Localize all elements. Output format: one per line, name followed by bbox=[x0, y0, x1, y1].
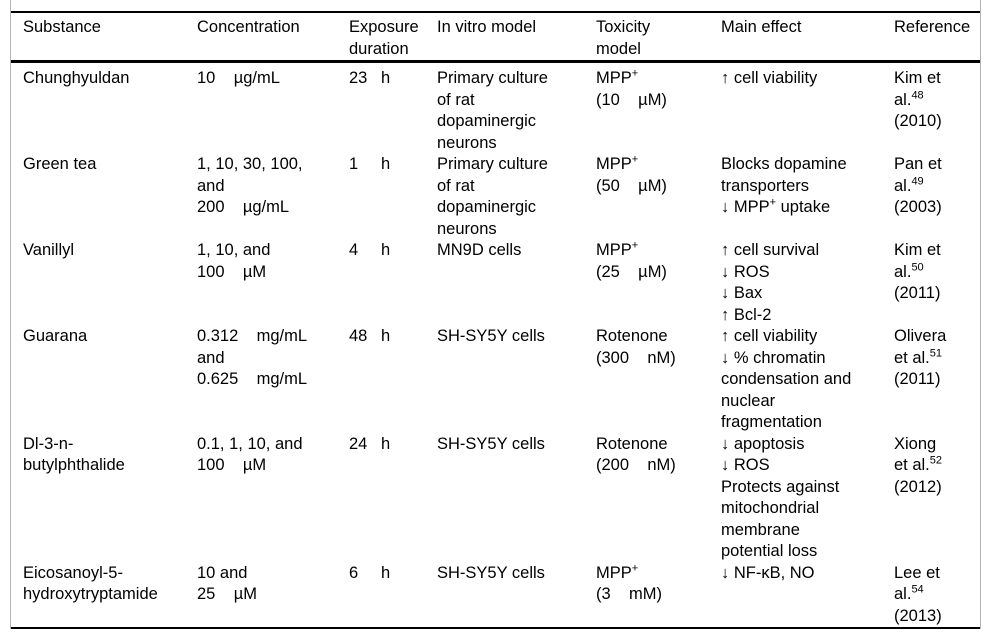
cell-in-vitro-model: SH-SY5Y cells bbox=[437, 563, 545, 582]
cell-reference: Kim et al.48 (2010) bbox=[894, 69, 942, 130]
table-row: Guarana 0.312 mg/mL and 0.625 mg/mL 48 h … bbox=[11, 326, 980, 434]
cell-main-effect: ↓ apoptosis ↓ ROS Protects against mitoc… bbox=[721, 434, 840, 561]
table-row: Eicosanoyl-5- hydroxytryptamide 10 and 2… bbox=[11, 563, 980, 629]
table-row: Green tea 1, 10, 30, 100, and 200 µg/mL … bbox=[11, 154, 980, 240]
cell-reference: Xiong et al.52 (2012) bbox=[894, 434, 943, 496]
duration-value: 48 bbox=[349, 327, 368, 345]
duration-value: 6 bbox=[349, 563, 359, 582]
cell-substance: Guarana bbox=[23, 327, 88, 345]
cell-exposure-duration: 23 h bbox=[337, 62, 425, 155]
column-header-concentration: Concentration bbox=[185, 12, 337, 63]
cell-reference: Lee et al.54 (2013) bbox=[894, 563, 942, 625]
duration-unit: h bbox=[381, 69, 391, 87]
cell-toxicity-model: MPP+ (25 µM) bbox=[596, 239, 667, 281]
cell-substance: Eicosanoyl-5- hydroxytryptamide bbox=[23, 563, 158, 604]
duration-value: 24 bbox=[349, 434, 368, 453]
cell-exposure-duration: 48 h bbox=[337, 326, 425, 434]
column-header-in-vitro-model: In vitro model bbox=[425, 12, 584, 63]
cell-reference: Pan et al.49 (2003) bbox=[894, 155, 942, 216]
cell-toxicity-model: Rotenone (300 nM) bbox=[596, 327, 676, 367]
cell-toxicity-model: MPP+ (3 mM) bbox=[596, 562, 662, 604]
cell-reference: Kim et al.50 (2011) bbox=[894, 241, 941, 302]
column-header-reference: Reference bbox=[882, 12, 980, 63]
cell-reference: Olivera et al.51 (2011) bbox=[894, 327, 947, 388]
cell-substance: Green tea bbox=[23, 155, 97, 173]
table-row: Chunghyuldan 10 µg/mL 23 h Primary cultur… bbox=[11, 62, 980, 155]
column-header-exposure-duration: Exposure duration bbox=[337, 12, 425, 63]
duration-unit: h bbox=[381, 155, 391, 173]
cell-toxicity-model: MPP+ (10 µM) bbox=[596, 67, 667, 109]
duration-value: 1 bbox=[349, 155, 359, 173]
duration-value: 23 bbox=[349, 69, 368, 87]
cell-exposure-duration: 24 h bbox=[337, 434, 425, 563]
cell-main-effect: ↓ NF-κB, NO bbox=[721, 563, 815, 582]
cell-in-vitro-model: SH-SY5Y cells bbox=[437, 434, 545, 453]
cell-in-vitro-model: MN9D cells bbox=[437, 241, 522, 259]
cell-concentration: 0.1, 1, 10, and 100 µM bbox=[197, 434, 303, 475]
column-header-substance: Substance bbox=[11, 12, 185, 63]
cell-in-vitro-model: SH-SY5Y cells bbox=[437, 327, 545, 345]
cell-substance: Dl-3-n- butylphthalide bbox=[23, 434, 125, 475]
duration-unit: h bbox=[381, 327, 391, 345]
table-container: Substance Concentration Exposure duratio… bbox=[10, 0, 981, 629]
table-row: Dl-3-n- butylphthalide 0.1, 1, 10, and 1… bbox=[11, 434, 980, 563]
column-header-toxicity-model: Toxicity model bbox=[584, 12, 709, 63]
duration-value: 4 bbox=[349, 241, 359, 259]
cell-toxicity-model: MPP+ (50 µM) bbox=[596, 153, 667, 195]
cell-substance: Vanillyl bbox=[23, 241, 75, 259]
cell-main-effect: Blocks dopamine transporters ↓ MPP+ upta… bbox=[721, 155, 847, 216]
cell-in-vitro-model: Primary culture of rat dopaminergic neur… bbox=[437, 69, 548, 152]
duration-unit: h bbox=[381, 241, 391, 259]
cell-main-effect: ↑ cell viability bbox=[721, 69, 818, 87]
cell-concentration: 1, 10, and 100 µM bbox=[197, 241, 271, 281]
cell-main-effect: ↑ cell viability ↓ % chromatin condensat… bbox=[721, 327, 852, 431]
cell-concentration: 1, 10, 30, 100, and 200 µg/mL bbox=[197, 155, 303, 216]
column-header-main-effect: Main effect bbox=[709, 12, 882, 63]
cell-main-effect: ↑ cell survival ↓ ROS ↓ Bax ↑ Bcl-2 bbox=[721, 241, 820, 324]
cell-substance: Chunghyuldan bbox=[23, 69, 130, 87]
header-row: Substance Concentration Exposure duratio… bbox=[11, 12, 980, 63]
duration-unit: h bbox=[381, 434, 391, 453]
cell-concentration: 10 and 25 µM bbox=[197, 563, 257, 604]
cell-toxicity-model: Rotenone (200 nM) bbox=[596, 434, 676, 475]
duration-unit: h bbox=[381, 563, 391, 582]
cell-concentration: 0.312 mg/mL and 0.625 mg/mL bbox=[197, 327, 308, 388]
substances-table: Substance Concentration Exposure duratio… bbox=[11, 11, 980, 629]
cell-concentration: 10 µg/mL bbox=[197, 69, 280, 87]
table-body: Chunghyuldan 10 µg/mL 23 h Primary cultur… bbox=[11, 62, 980, 629]
cell-in-vitro-model: Primary culture of rat dopaminergic neur… bbox=[437, 155, 548, 238]
